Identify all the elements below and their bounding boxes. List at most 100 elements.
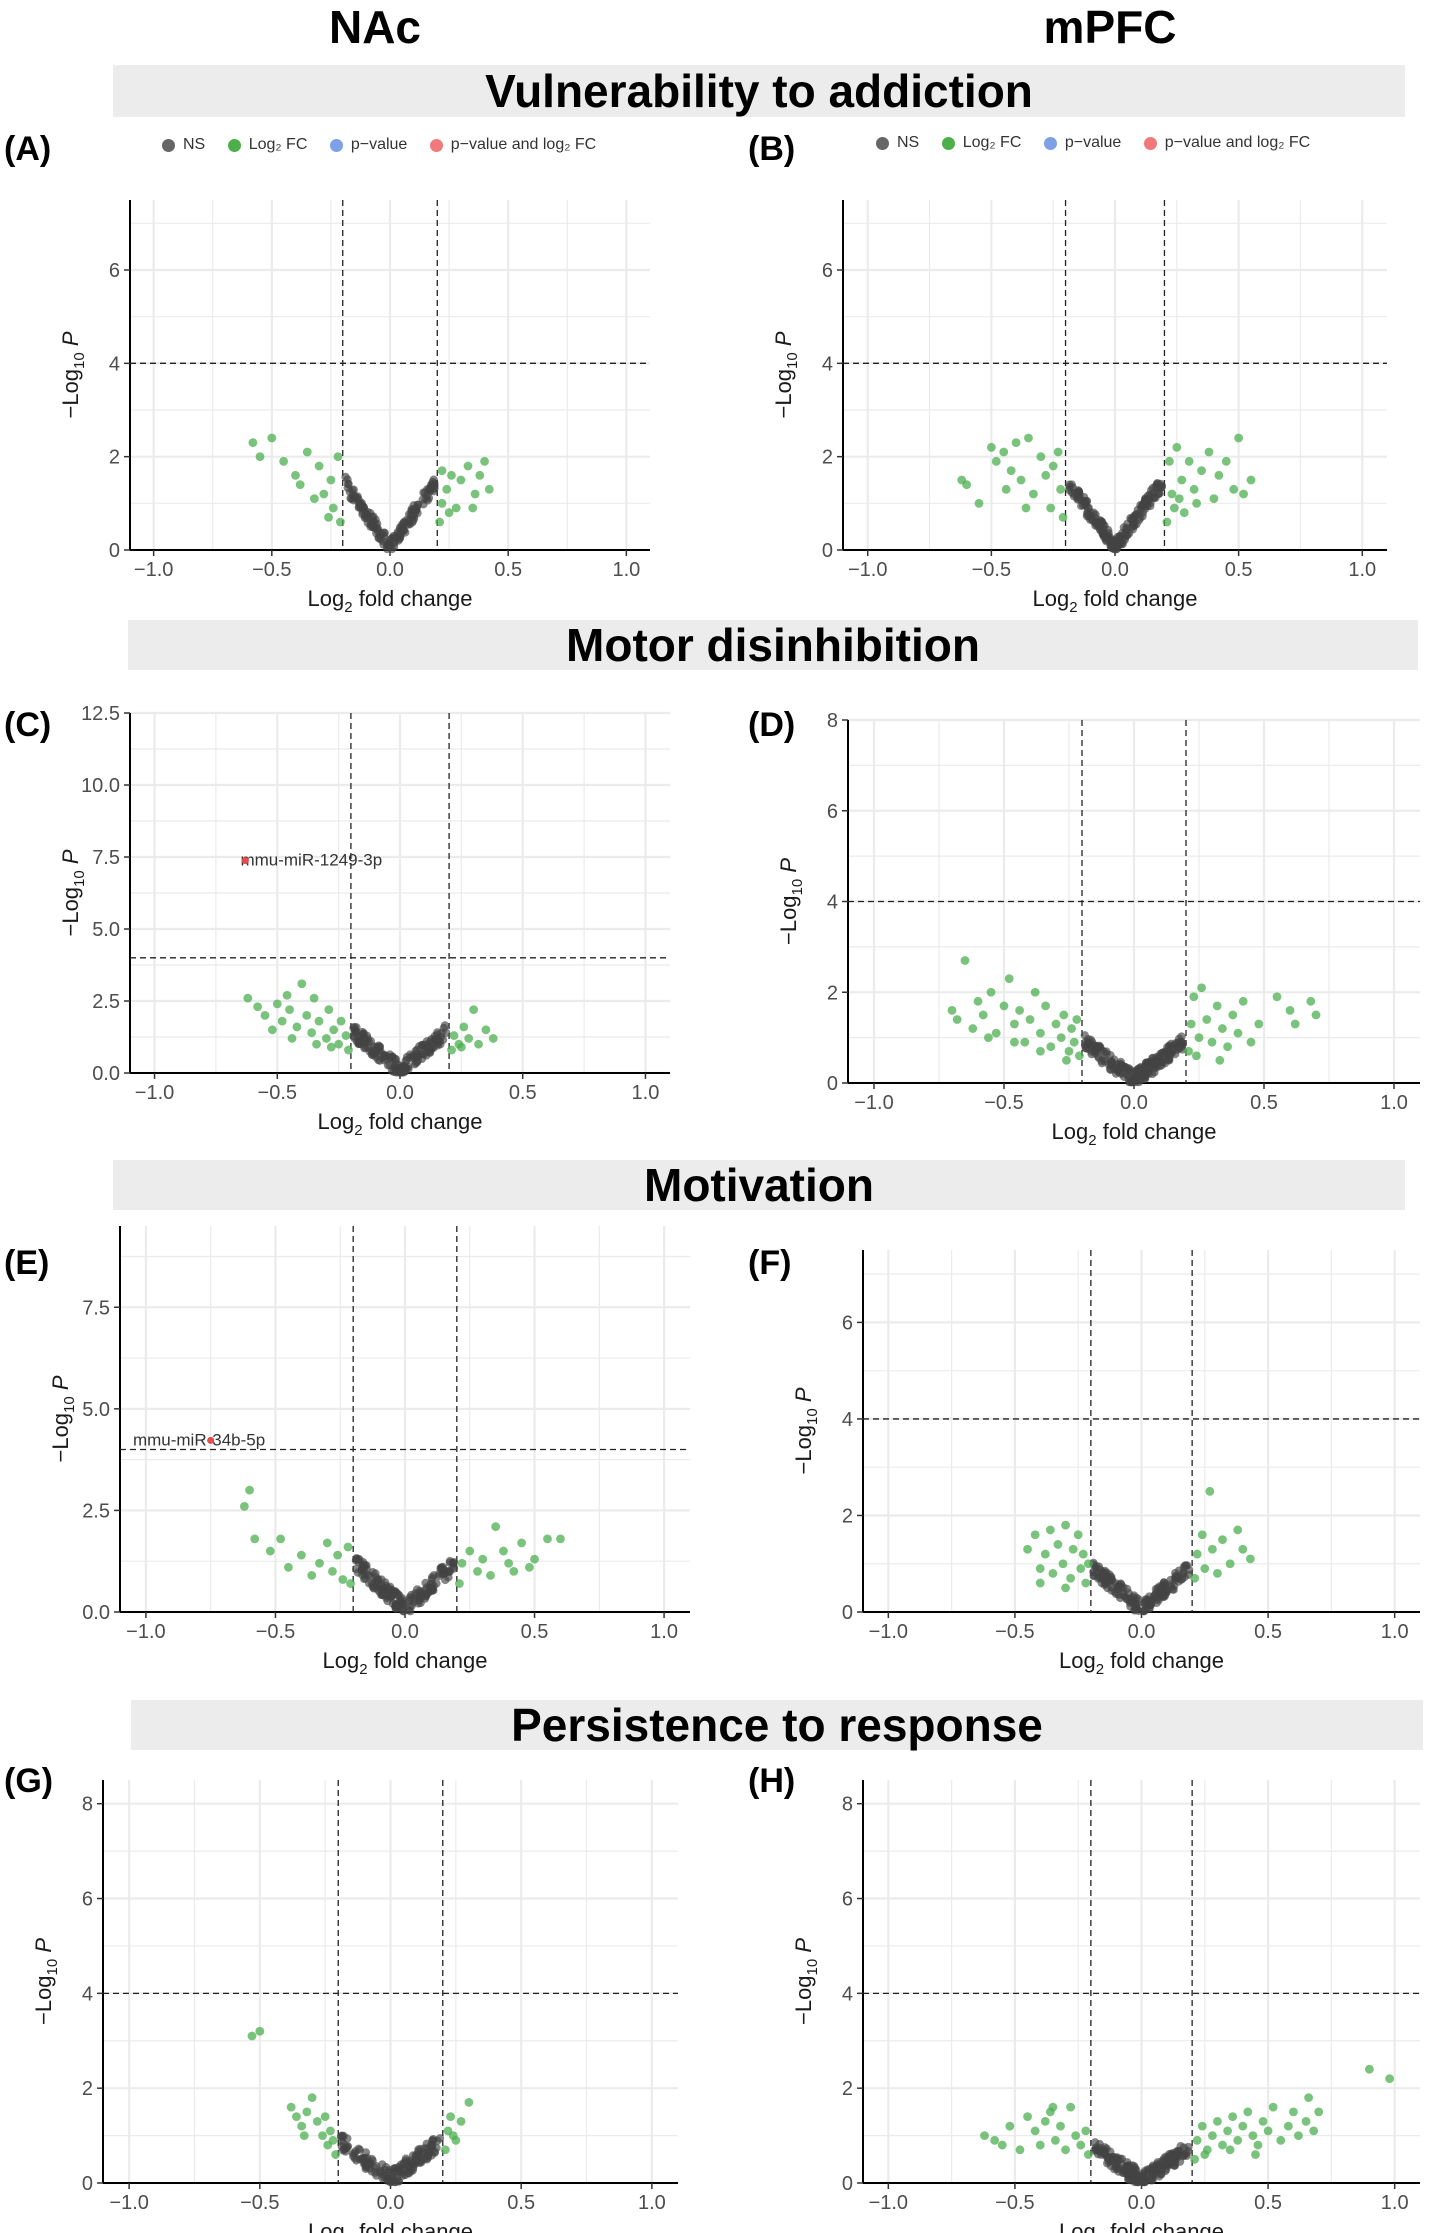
- fc-point: [1213, 1568, 1222, 1578]
- fc-point: [1073, 1530, 1083, 1540]
- ns-point: [366, 520, 376, 530]
- fc-point: [481, 1025, 491, 1035]
- ns-point: [391, 1601, 401, 1610]
- ns-point: [1184, 2142, 1193, 2152]
- ns-point: [352, 1554, 361, 1563]
- ns-point: [437, 1564, 446, 1573]
- fc-point: [309, 494, 319, 504]
- fc-point: [322, 1538, 332, 1548]
- ns-point: [1124, 2171, 1134, 2180]
- y-tick-label: 2: [842, 1505, 853, 1527]
- ns-point: [1130, 511, 1140, 520]
- fc-point: [1285, 1006, 1295, 1015]
- fc-point: [343, 1542, 353, 1552]
- fc-point: [1184, 456, 1194, 466]
- x-tick-label: 0.0: [1101, 559, 1129, 581]
- fc-point: [1035, 1564, 1045, 1573]
- y-tick-label: 8: [827, 710, 838, 732]
- y-tick-label: 2: [842, 2078, 853, 2100]
- fc-point: [1020, 1037, 1030, 1047]
- ns-point: [1168, 2154, 1177, 2164]
- ns-point: [426, 1586, 436, 1596]
- fc-point: [333, 452, 343, 462]
- fc-point: [1192, 1549, 1202, 1559]
- fc-point: [1059, 1010, 1069, 1020]
- y-tick-label: 6: [822, 260, 833, 282]
- fc-point: [1233, 2135, 1243, 2145]
- x-axis-title: Log2 fold change: [1059, 1648, 1224, 1678]
- fc-point: [1045, 1525, 1055, 1535]
- fc-point: [1189, 992, 1199, 1002]
- fc-point: [1011, 438, 1021, 448]
- fc-point: [1056, 1033, 1066, 1043]
- fc-point: [1172, 442, 1182, 452]
- fc-point: [1234, 433, 1244, 443]
- fc-point: [277, 1016, 287, 1026]
- y-tick-label: 0: [842, 2173, 853, 2195]
- fc-point: [447, 470, 456, 480]
- x-axis-title: Log2 fold change: [318, 1109, 483, 1139]
- fc-point: [1301, 2116, 1311, 2126]
- ns-point: [1161, 2166, 1170, 2176]
- fc-point: [999, 1001, 1009, 1011]
- fc-point: [272, 999, 282, 1009]
- ns-point: [1102, 1047, 1111, 1056]
- fc-point: [1162, 517, 1172, 527]
- x-tick-label: 0.5: [521, 1621, 549, 1643]
- ns-point: [1180, 2150, 1189, 2159]
- fc-point: [326, 475, 336, 485]
- fc-point: [524, 1562, 534, 1572]
- ns-point: [358, 1030, 367, 1039]
- ns-point: [386, 1585, 396, 1595]
- fc-point: [1046, 503, 1056, 513]
- fc-point: [1311, 1010, 1321, 1020]
- ns-point: [345, 487, 355, 496]
- x-tick-label: −1.0: [869, 2192, 908, 2214]
- fc-point: [1190, 2154, 1200, 2164]
- fc-point: [265, 1546, 275, 1556]
- legend-nac: NS Log₂ FC p−value p−value and log₂ FC: [162, 136, 614, 154]
- ns-point: [430, 1031, 439, 1041]
- fc-point: [1248, 2131, 1258, 2140]
- fc-point: [1364, 2064, 1374, 2074]
- y-tick-label: 6: [842, 1889, 853, 1911]
- ns-point: [358, 1558, 368, 1567]
- fc-point: [1066, 2102, 1076, 2112]
- fc-point: [260, 1011, 270, 1020]
- x-tick-label: 1.0: [650, 1621, 678, 1643]
- fc-point: [1212, 1001, 1222, 1011]
- y-tick-label: 4: [822, 353, 833, 375]
- fc-point: [473, 1566, 482, 1576]
- fc-point: [1204, 447, 1214, 457]
- fc-point: [457, 1558, 467, 1568]
- fc-point: [1030, 1530, 1040, 1540]
- x-tick-label: −1.0: [869, 1621, 908, 1643]
- fc-point: [952, 1015, 962, 1024]
- fc-point: [255, 452, 265, 462]
- ns-point: [1137, 504, 1146, 513]
- y-tick-label: 4: [109, 353, 120, 375]
- x-tick-label: 1.0: [1380, 1092, 1408, 1114]
- fc-point: [1239, 489, 1248, 499]
- ns-point: [1166, 1039, 1176, 1049]
- y-axis-title: −Log10 P: [791, 1938, 821, 2025]
- ns-point: [1175, 2157, 1185, 2166]
- fc-point: [1194, 1033, 1204, 1043]
- ns-point: [415, 2158, 424, 2168]
- ns-point: [393, 2169, 402, 2178]
- fc-point: [315, 1558, 324, 1568]
- ns-point: [1123, 530, 1132, 540]
- ns-point: [427, 2140, 436, 2149]
- ns-point: [1169, 1581, 1179, 1591]
- ns-point: [1103, 2159, 1112, 2168]
- fc-point: [991, 456, 1001, 466]
- y-tick-label: 4: [842, 1409, 853, 1431]
- fc-point: [346, 1579, 355, 1588]
- x-tick-label: 0.0: [391, 1621, 419, 1643]
- x-axis-title: Log2 fold change: [1052, 1119, 1217, 1149]
- x-axis-title: Log2 fold change: [323, 1648, 488, 1678]
- fc-point: [299, 2131, 309, 2140]
- fc-point: [284, 1562, 293, 1572]
- y-tick-label: 4: [82, 1983, 93, 2005]
- legend-item-log2fc: Log₂ FC: [941, 134, 1021, 152]
